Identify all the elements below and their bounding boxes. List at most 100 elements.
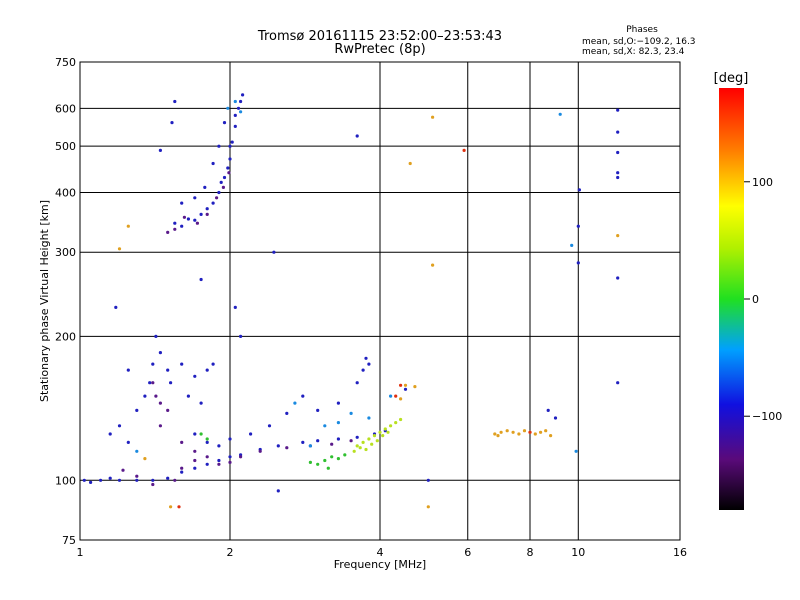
data-point bbox=[217, 144, 221, 148]
data-point bbox=[301, 440, 305, 444]
data-point bbox=[180, 466, 184, 470]
data-point bbox=[166, 368, 170, 372]
colorbar-tick-label: −100 bbox=[752, 410, 782, 423]
data-point bbox=[205, 440, 209, 444]
data-point bbox=[426, 478, 430, 482]
data-point bbox=[576, 224, 580, 228]
data-point bbox=[330, 442, 334, 446]
x-tick-label: 2 bbox=[227, 546, 234, 559]
data-point bbox=[272, 250, 276, 254]
data-point bbox=[117, 424, 122, 428]
colorbar-ticks: 100 0 −100 bbox=[744, 176, 782, 423]
data-point bbox=[151, 381, 155, 385]
data-point bbox=[180, 224, 184, 228]
data-point bbox=[426, 505, 430, 509]
data-point bbox=[195, 221, 199, 225]
data-point bbox=[186, 217, 190, 221]
data-point bbox=[361, 440, 365, 444]
data-point bbox=[413, 385, 417, 389]
phase-info-title: Phases bbox=[626, 25, 658, 35]
phase-info-o: mean, sd,O:−109.2, 16.3 bbox=[582, 37, 696, 47]
data-point bbox=[330, 455, 334, 459]
x-tick-label: 4 bbox=[377, 546, 384, 559]
data-point bbox=[173, 221, 177, 225]
data-point bbox=[493, 432, 497, 436]
data-point bbox=[148, 381, 152, 385]
data-point bbox=[326, 466, 330, 470]
data-point bbox=[316, 439, 320, 443]
data-point bbox=[117, 247, 122, 251]
data-point bbox=[173, 227, 177, 231]
data-point bbox=[267, 424, 272, 428]
data-point bbox=[236, 106, 241, 110]
data-point bbox=[394, 421, 398, 425]
data-point bbox=[180, 470, 184, 474]
data-point bbox=[221, 185, 225, 189]
data-point bbox=[126, 224, 130, 228]
data-point bbox=[193, 218, 197, 222]
data-point bbox=[539, 430, 543, 434]
data-point bbox=[293, 401, 297, 405]
data-point bbox=[186, 394, 190, 398]
phase-info-x: mean, sd,X: 82.3, 23.4 bbox=[582, 47, 685, 57]
data-point bbox=[199, 401, 203, 405]
data-point bbox=[154, 394, 158, 398]
data-point bbox=[389, 424, 393, 428]
data-point bbox=[211, 161, 215, 166]
data-point bbox=[616, 381, 620, 385]
data-point bbox=[511, 430, 515, 434]
data-point bbox=[355, 435, 359, 439]
grid-lines bbox=[80, 62, 680, 540]
data-point bbox=[126, 368, 130, 372]
data-point bbox=[180, 440, 184, 444]
data-point bbox=[205, 462, 209, 466]
data-point bbox=[462, 148, 466, 152]
data-point bbox=[241, 93, 245, 97]
data-point bbox=[431, 115, 435, 119]
data-point bbox=[431, 263, 435, 267]
data-point bbox=[349, 439, 353, 443]
data-point bbox=[616, 171, 620, 175]
data-point bbox=[399, 383, 403, 387]
data-point bbox=[403, 387, 408, 391]
data-point bbox=[386, 430, 390, 434]
data-point bbox=[616, 108, 620, 112]
data-point bbox=[108, 432, 112, 436]
data-point bbox=[239, 334, 243, 338]
data-point bbox=[114, 305, 118, 309]
data-point bbox=[616, 130, 620, 134]
data-point bbox=[193, 458, 197, 463]
data-point bbox=[211, 201, 215, 205]
data-point bbox=[533, 432, 537, 436]
data-point bbox=[496, 434, 500, 438]
data-point bbox=[222, 121, 227, 125]
data-point bbox=[205, 437, 209, 441]
data-point bbox=[316, 408, 320, 412]
data-point bbox=[367, 437, 371, 441]
data-point bbox=[399, 417, 403, 422]
data-point bbox=[233, 99, 237, 104]
data-point bbox=[217, 190, 221, 195]
data-point bbox=[215, 196, 219, 200]
data-point bbox=[180, 201, 184, 205]
data-point bbox=[367, 362, 371, 366]
data-point bbox=[173, 99, 177, 104]
data-point bbox=[173, 478, 177, 482]
colorbar-tick-label: 100 bbox=[752, 176, 773, 189]
data-point bbox=[170, 121, 174, 125]
data-point bbox=[505, 429, 509, 433]
data-point bbox=[143, 394, 147, 398]
data-point bbox=[239, 110, 243, 114]
colorbar-tick-label: 0 bbox=[752, 293, 759, 306]
y-tick-label: 600 bbox=[55, 102, 76, 115]
data-points bbox=[82, 93, 620, 509]
data-point bbox=[616, 150, 620, 155]
data-point bbox=[228, 157, 232, 161]
data-point bbox=[151, 482, 155, 487]
data-point bbox=[203, 185, 207, 189]
colorbar bbox=[719, 88, 744, 510]
data-point bbox=[355, 444, 359, 448]
data-point bbox=[276, 489, 280, 493]
data-point bbox=[372, 434, 377, 438]
